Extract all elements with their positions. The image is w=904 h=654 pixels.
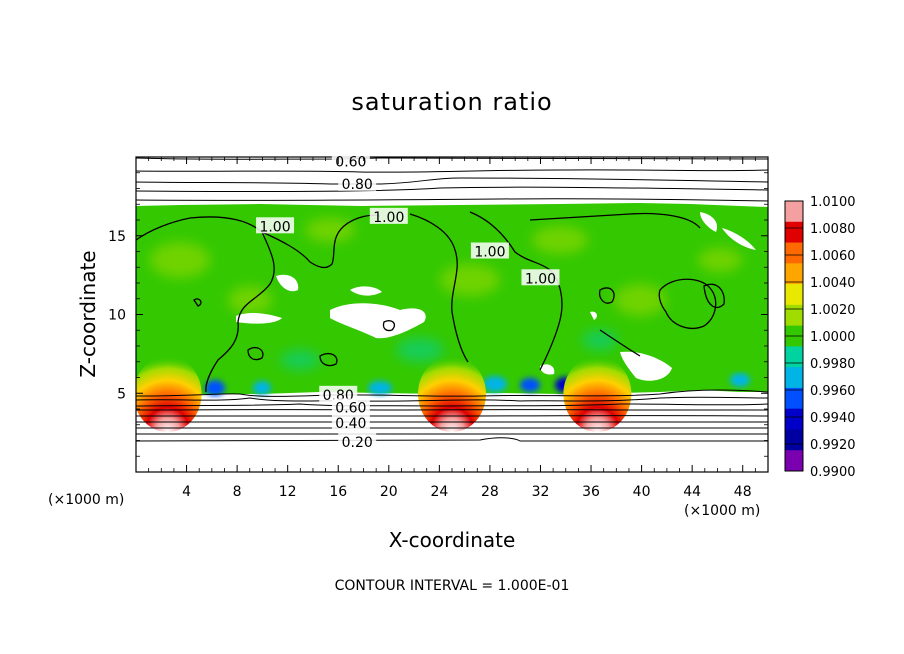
colorbar-label: 0.9940	[810, 411, 856, 426]
contour-label: 1.00	[525, 271, 556, 287]
contour-label: 0.60	[335, 155, 366, 171]
contour-labels: 0.600.801.001.001.001.000.800.600.400.20	[256, 152, 560, 451]
x-tick-label: 20	[380, 484, 398, 500]
contour-label: 0.40	[335, 416, 366, 432]
contour-label-bg	[338, 433, 377, 450]
contour-label-bg	[338, 174, 377, 191]
colorbar-swatch	[785, 450, 803, 472]
x-tick-label: 44	[683, 484, 701, 500]
y-tick-label: 15	[108, 229, 126, 245]
y-tick-label: 5	[117, 386, 126, 402]
colorbar-label: 1.0080	[810, 222, 856, 237]
supersaturated-core	[418, 356, 486, 432]
colorbar-swatch	[785, 263, 803, 285]
x-tick-label: 4	[182, 484, 191, 500]
contour-interval-footer: CONTOUR INTERVAL = 1.000E-01	[334, 578, 570, 594]
colorbar-label: 0.9900	[810, 465, 856, 480]
colorbar-label: 0.9980	[810, 357, 856, 372]
x-unit-label: (×1000 m)	[684, 503, 761, 519]
colorbar-label: 1.0000	[810, 330, 856, 345]
colorbar-label: 0.9960	[810, 384, 856, 399]
x-tick-label: 24	[430, 484, 448, 500]
x-axis-label: X-coordinate	[388, 528, 516, 552]
colorbar-swatch	[785, 242, 803, 264]
x-tick-label: 48	[734, 484, 752, 500]
x-tick-label: 12	[279, 484, 297, 500]
clear-air-gaps	[236, 212, 756, 381]
lower-contours	[136, 389, 768, 442]
colorbar-label: 0.9920	[810, 438, 856, 453]
colorbar-swatch	[785, 201, 803, 223]
colorbar-swatch	[785, 346, 803, 368]
colorbar-label: 1.0020	[810, 303, 856, 318]
contour-label: 0.80	[342, 177, 373, 193]
contour-label-bg	[256, 217, 295, 234]
z-unit-label: (×1000 m)	[48, 492, 125, 508]
supersaturated-cores	[136, 356, 632, 432]
contour-label-bg	[319, 385, 358, 402]
contour-label: 0.20	[342, 435, 373, 451]
field-layer	[136, 157, 768, 472]
colorbar-swatch	[785, 387, 803, 410]
y-tick-label: 10	[108, 308, 126, 324]
colorbar: 1.0100 1.0080 1.0060 1.0040 1.0020 1.0000 0.99…	[784, 195, 856, 480]
chart-title: saturation ratio	[351, 88, 553, 116]
contour-label-bg	[331, 398, 370, 415]
y-axis-ticks: 5 10 15	[108, 172, 768, 457]
colorbar-swatch	[785, 284, 803, 306]
upper-contours	[136, 157, 768, 202]
x-axis-ticks: 4 8 12 16 20 24 28 32 36 40 44 48	[148, 157, 756, 500]
contour-label-bg	[331, 414, 370, 431]
contour-label: 1.00	[474, 245, 505, 261]
supersaturated-core	[136, 356, 202, 432]
colorbar-swatch	[785, 408, 803, 430]
contour-label-bg	[470, 242, 509, 259]
supersaturated-core	[563, 356, 632, 432]
contour-label-bg	[369, 207, 408, 224]
x-tick-label: 32	[532, 484, 550, 500]
texture-patches	[150, 218, 742, 370]
colorbar-label: 1.0060	[810, 249, 856, 264]
colorbar-label: 1.0040	[810, 276, 856, 291]
colorbar-swatch	[785, 304, 803, 327]
x-tick-label: 28	[481, 484, 499, 500]
x-tick-label: 40	[633, 484, 651, 500]
x-tick-label: 16	[329, 484, 347, 500]
contour-label: 1.00	[373, 210, 404, 226]
contour-label: 0.60	[335, 400, 366, 416]
contour-label: 1.00	[259, 219, 290, 235]
colorbar-swatch	[785, 367, 803, 389]
x-tick-label: 8	[233, 484, 242, 500]
colorbar-swatch	[785, 429, 803, 451]
colorbar-label: 1.0100	[810, 195, 856, 210]
colorbar-swatch	[785, 221, 803, 244]
contour-label-bg	[521, 269, 560, 286]
x-tick-label: 36	[582, 484, 600, 500]
